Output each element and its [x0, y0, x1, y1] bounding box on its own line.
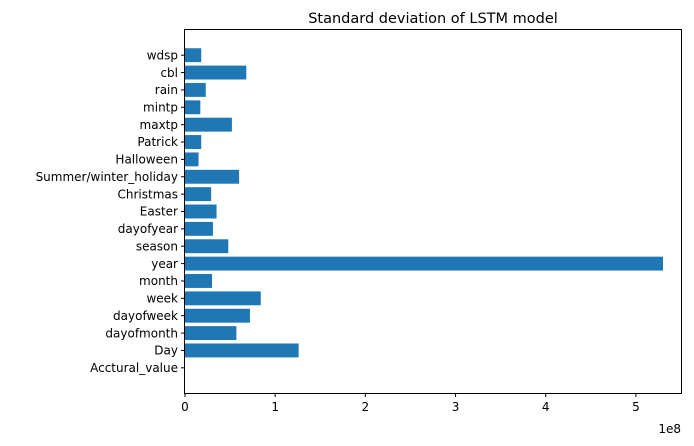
bars-group [185, 48, 663, 358]
bar-dayofmonth [185, 326, 237, 341]
y-tick-label: cbl [160, 66, 178, 80]
bar-patrick [185, 135, 202, 149]
bar-christmas [185, 187, 212, 202]
y-tick-label: dayofyear [118, 222, 178, 236]
y-tick-label: rain [155, 83, 178, 97]
bar-week [185, 291, 261, 306]
bar-month [185, 274, 213, 288]
bar-dayofyear [185, 221, 213, 236]
bar-halloween [185, 152, 199, 167]
y-tick-label: Summer/winter_holiday [36, 170, 178, 184]
bar-wdsp [185, 48, 202, 63]
y-tick-label: year [151, 257, 178, 271]
bar-mintp [185, 100, 201, 115]
bar-rain [185, 82, 206, 97]
bar-dayofweek [185, 308, 250, 323]
y-tick-label: Christmas [117, 187, 178, 201]
y-axis: Acctural_value Day dayofmonth dayofweek week… [36, 48, 185, 375]
y-tick-label: dayofmonth [105, 326, 178, 340]
y-tick-label: season [136, 239, 178, 253]
bar-year [185, 256, 663, 271]
x-axis: 0 1 2 3 4 5 [181, 393, 640, 414]
y-tick-label: Acctural_value [90, 361, 178, 375]
bar-maxtp [185, 117, 232, 132]
bar-season [185, 239, 229, 254]
y-tick-label: Patrick [137, 135, 178, 149]
y-tick-label: mintp [143, 100, 178, 114]
x-tick-label: 5 [632, 400, 640, 414]
y-tick-label: dayofweek [113, 309, 178, 323]
bar-summer-winter-holiday [185, 169, 240, 184]
bar-cbl [185, 65, 247, 80]
plot-frame [184, 29, 682, 394]
y-tick-label: Halloween [115, 153, 178, 167]
y-tick-label: Easter [140, 205, 178, 219]
x-tick-label: 4 [542, 400, 550, 414]
y-tick-label: week [146, 292, 178, 306]
y-tick-label: maxtp [140, 118, 178, 132]
x-tick-label: 3 [452, 400, 460, 414]
y-tick-label: month [139, 274, 178, 288]
y-tick-label: Day [154, 344, 178, 358]
x-tick-label: 1 [271, 400, 279, 414]
x-tick-label: 0 [181, 400, 189, 414]
x-tick-label: 2 [362, 400, 370, 414]
chart-title: Standard deviation of LSTM model [308, 11, 558, 27]
bar-easter [185, 204, 217, 219]
bar-day [185, 343, 299, 358]
x-multiplier-label: 1e8 [658, 422, 681, 436]
y-tick-label: wdsp [147, 48, 178, 62]
